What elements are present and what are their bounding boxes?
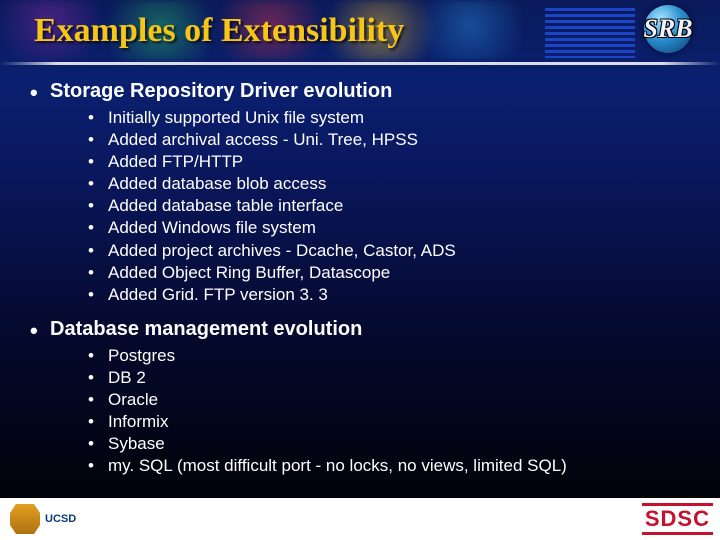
list-item: Informix [88, 411, 692, 433]
list-item: Initially supported Unix file system [88, 107, 692, 129]
ucsd-logo: UCSD [10, 504, 76, 534]
list-item: Postgres [88, 345, 692, 367]
section-list: Initially supported Unix file system Add… [88, 107, 692, 306]
list-item: Added project archives - Dcache, Castor,… [88, 240, 692, 262]
section-heading: Database management evolution [28, 318, 692, 341]
ucsd-label: UCSD [45, 513, 76, 525]
srb-badge: SRB [632, 4, 704, 54]
slide-footer: UCSD SDSC [0, 498, 720, 540]
sdsc-logo: SDSC [645, 506, 710, 532]
header-stripes-decoration [545, 8, 635, 58]
list-item: my. SQL (most difficult port - no locks,… [88, 455, 692, 477]
list-item: Added Object Ring Buffer, Datascope [88, 262, 692, 284]
ucsd-crest-icon [10, 504, 40, 534]
section-heading: Storage Repository Driver evolution [28, 80, 692, 103]
slide-content: Storage Repository Driver evolution Init… [28, 78, 692, 489]
list-item: Added Windows file system [88, 217, 692, 239]
slide-title: Examples of Extensibility [34, 12, 404, 50]
list-item: Sybase [88, 433, 692, 455]
list-item: Oracle [88, 389, 692, 411]
list-item: DB 2 [88, 367, 692, 389]
list-item: Added FTP/HTTP [88, 151, 692, 173]
section-list: Postgres DB 2 Oracle Informix Sybase my.… [88, 345, 692, 478]
list-item: Added database table interface [88, 195, 692, 217]
list-item: Added Grid. FTP version 3. 3 [88, 284, 692, 306]
list-item: Added archival access - Uni. Tree, HPSS [88, 129, 692, 151]
list-item: Added database blob access [88, 173, 692, 195]
srb-badge-label: SRB [643, 14, 692, 44]
header-divider [0, 62, 720, 65]
